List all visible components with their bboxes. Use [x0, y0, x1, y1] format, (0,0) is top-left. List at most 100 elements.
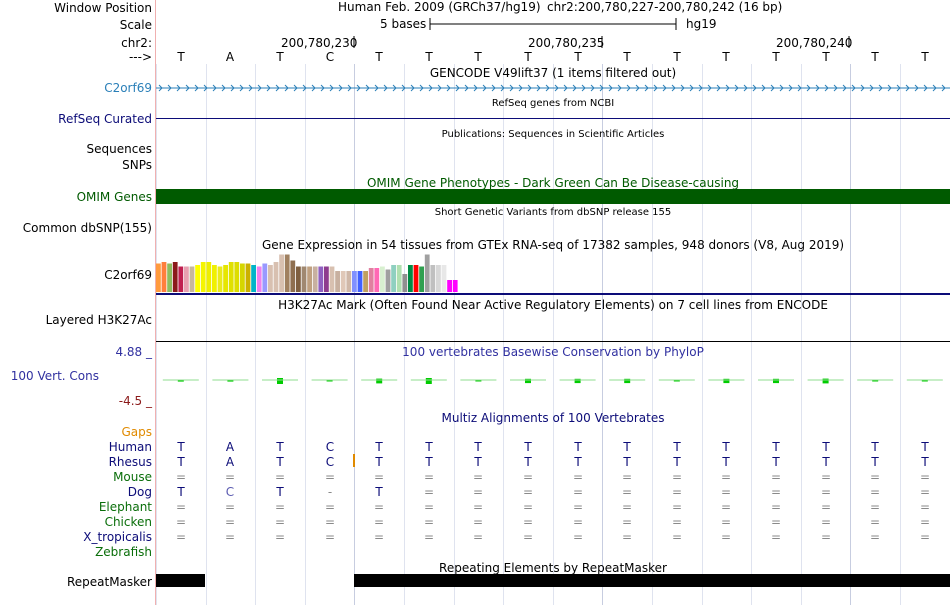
- conservation-score-mark[interactable]: [921, 380, 928, 382]
- multiz-species-label[interactable]: Human: [108, 440, 152, 454]
- conservation-score-mark[interactable]: [525, 378, 531, 384]
- gtex-tissue-bar[interactable]: [161, 262, 167, 292]
- gtex-tissue-bar[interactable]: [391, 265, 396, 292]
- conservation-score-mark[interactable]: [723, 378, 730, 384]
- h3k27ac-title[interactable]: H3K27Ac Mark (Often Found Near Active Re…: [278, 298, 828, 312]
- conservation-score-mark[interactable]: [773, 378, 779, 384]
- gtex-tissue-bar[interactable]: [419, 266, 424, 293]
- multiz-species-label[interactable]: X_tropicalis: [83, 530, 152, 544]
- gtex-tissue-bar[interactable]: [430, 265, 436, 292]
- gtex-tissue-bar[interactable]: [368, 268, 374, 292]
- track-label-gtex[interactable]: C2orf69: [104, 268, 152, 282]
- gtex-tissue-bar[interactable]: [318, 266, 324, 293]
- gtex-tissue-bar[interactable]: [290, 260, 296, 293]
- gtex-tissue-bar[interactable]: [413, 265, 419, 292]
- multiz-species-label[interactable]: Dog: [127, 485, 152, 499]
- conservation-score-mark[interactable]: [475, 380, 482, 382]
- gtex-tissue-bar[interactable]: [335, 271, 340, 292]
- gtex-tissue-bar[interactable]: [256, 266, 262, 293]
- gencode-title[interactable]: GENCODE V49lift37 (1 items filtered out): [429, 66, 677, 80]
- track-label-dbsnp[interactable]: Common dbSNP(155): [22, 221, 152, 235]
- gtex-tissue-bar[interactable]: [324, 266, 329, 293]
- gtex-tissue-bar[interactable]: [228, 262, 234, 292]
- conservation-title[interactable]: 100 vertebrates Basewise Conservation by…: [402, 345, 704, 359]
- gtex-tissue-bar[interactable]: [447, 280, 452, 292]
- conservation-score-mark[interactable]: [425, 378, 432, 384]
- gtex-tissue-bar[interactable]: [217, 266, 223, 293]
- gtex-tissue-bar[interactable]: [223, 265, 228, 292]
- repeat-element[interactable]: [354, 574, 950, 587]
- gtex-tissue-bar[interactable]: [301, 266, 307, 293]
- track-label-h3k27ac[interactable]: Layered H3K27Ac: [45, 313, 152, 327]
- gtex-tissue-bar[interactable]: [178, 266, 184, 293]
- conservation-plot[interactable]: [156, 0, 950, 400]
- conservation-score-mark[interactable]: [177, 380, 184, 382]
- gtex-tissue-bar[interactable]: [307, 266, 312, 293]
- conservation-score-mark[interactable]: [326, 380, 333, 382]
- multiz-species-label[interactable]: Chicken: [104, 515, 152, 529]
- gtex-tissue-bar[interactable]: [251, 265, 256, 292]
- refseq-title[interactable]: RefSeq genes from NCBI: [491, 98, 615, 109]
- gtex-tissue-bar[interactable]: [245, 263, 251, 293]
- conservation-score-mark[interactable]: [574, 378, 581, 384]
- gtex-tissue-bar[interactable]: [206, 262, 212, 292]
- gencode-gene-svg[interactable]: [156, 80, 950, 180]
- genome-browser-track-image[interactable]: Human Feb. 2009 (GRCh37/hg19) chr2:200,7…: [156, 0, 950, 605]
- multiz-species-label[interactable]: Mouse: [113, 470, 152, 484]
- conservation-score-mark[interactable]: [822, 378, 829, 384]
- gtex-tissue-bar[interactable]: [273, 262, 279, 292]
- gtex-tissue-bar[interactable]: [156, 263, 161, 293]
- gtex-tissue-bar[interactable]: [200, 262, 206, 292]
- conservation-score-mark[interactable]: [376, 378, 383, 384]
- publications-title[interactable]: Publications: Sequences in Scientific Ar…: [441, 129, 665, 140]
- gtex-tissue-bar[interactable]: [452, 280, 458, 292]
- gtex-tissue-bar[interactable]: [296, 266, 301, 293]
- omim-title[interactable]: OMIM Gene Phenotypes - Dark Green Can Be…: [366, 176, 740, 190]
- gtex-tissue-bar[interactable]: [195, 265, 200, 292]
- gtex-tissue-bar[interactable]: [346, 271, 352, 292]
- gtex-tissue-bar[interactable]: [380, 266, 385, 293]
- conservation-score-mark[interactable]: [872, 380, 879, 382]
- gtex-tissue-bar[interactable]: [329, 266, 335, 293]
- gtex-tissue-bar[interactable]: [424, 254, 430, 293]
- conservation-score-mark[interactable]: [673, 380, 680, 382]
- gtex-tissue-bar[interactable]: [363, 271, 368, 292]
- gtex-tissue-bar[interactable]: [234, 262, 240, 292]
- gtex-tissue-bar[interactable]: [396, 265, 402, 292]
- gtex-tissue-bar[interactable]: [172, 262, 178, 292]
- repeat-element[interactable]: [156, 574, 205, 587]
- conservation-score-mark[interactable]: [277, 378, 283, 384]
- gtex-tissue-bar[interactable]: [189, 266, 195, 293]
- multiz-species-label[interactable]: Zebrafish: [95, 545, 152, 559]
- gtex-tissue-bar[interactable]: [374, 268, 380, 292]
- track-label-conservation[interactable]: 100 Vert. Cons: [10, 369, 99, 383]
- gtex-tissue-bar[interactable]: [167, 263, 172, 293]
- gtex-tissue-bar[interactable]: [352, 271, 357, 292]
- gtex-tissue-bar[interactable]: [441, 265, 447, 292]
- multiz-species-label[interactable]: Elephant: [98, 500, 152, 514]
- gtex-tissue-bar[interactable]: [284, 254, 290, 293]
- conservation-score-mark[interactable]: [624, 378, 631, 384]
- track-label-refseq[interactable]: RefSeq Curated: [58, 112, 152, 126]
- gtex-tissue-bar[interactable]: [262, 263, 268, 293]
- track-label-omim[interactable]: OMIM Genes: [76, 190, 152, 204]
- gtex-tissue-bar[interactable]: [268, 265, 273, 292]
- gtex-tissue-bar[interactable]: [402, 274, 408, 292]
- gtex-tissue-bar[interactable]: [436, 265, 441, 292]
- track-label-snps[interactable]: SNPs: [122, 158, 152, 172]
- gtex-tissue-bar[interactable]: [240, 263, 245, 293]
- refseq-gene-line[interactable]: [156, 118, 950, 119]
- multiz-title[interactable]: Multiz Alignments of 100 Vertebrates: [441, 411, 665, 425]
- track-label-gencode[interactable]: C2orf69: [104, 81, 152, 95]
- gtex-tissue-bar[interactable]: [184, 266, 189, 293]
- gtex-tissue-bar[interactable]: [279, 254, 284, 293]
- gtex-tissue-bar[interactable]: [385, 269, 391, 293]
- gtex-tissue-bar[interactable]: [357, 271, 363, 292]
- track-label-repeatmasker[interactable]: RepeatMasker: [66, 575, 152, 589]
- conservation-score-mark[interactable]: [227, 380, 234, 382]
- multiz-species-label[interactable]: Rhesus: [108, 455, 152, 469]
- omim-gene-bar[interactable]: [156, 189, 950, 204]
- gtex-bar-chart[interactable]: [156, 0, 950, 300]
- repeatmasker-title[interactable]: Repeating Elements by RepeatMasker: [439, 561, 667, 575]
- track-label-sequences[interactable]: Sequences: [86, 142, 152, 156]
